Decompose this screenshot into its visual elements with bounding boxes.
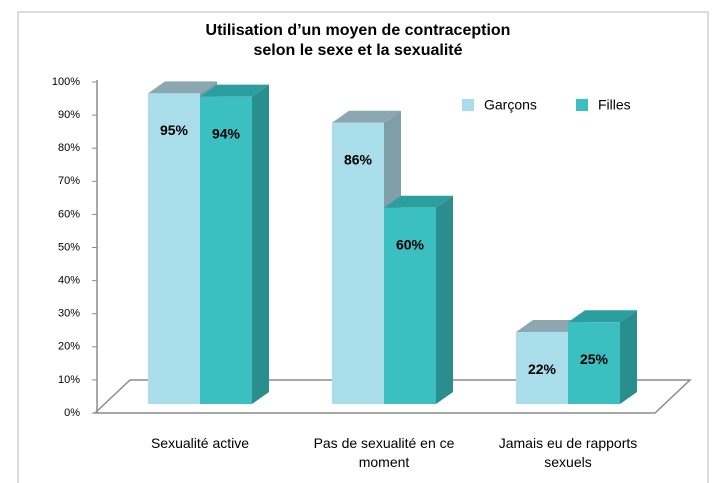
y-tick-label: 20% xyxy=(58,341,80,353)
value-label: 22% xyxy=(528,361,557,377)
bar-top xyxy=(332,110,401,123)
chart-title: selon le sexe et la sexualité xyxy=(253,42,462,59)
y-tick-label: 40% xyxy=(58,275,80,287)
y-tick-label: 90% xyxy=(58,109,80,121)
bar-top xyxy=(568,310,637,323)
y-tick-label: 0% xyxy=(64,407,80,419)
legend-label: Filles xyxy=(598,97,631,113)
chart-title: Utilisation d’un moyen de contraception xyxy=(206,22,511,39)
legend-swatch xyxy=(462,99,474,111)
value-label: 86% xyxy=(344,151,373,167)
bar xyxy=(332,122,384,404)
value-label: 60% xyxy=(396,237,425,253)
legend-label: Garçons xyxy=(484,97,537,113)
value-label: 95% xyxy=(160,122,189,138)
bar-side xyxy=(436,195,453,404)
y-tick-label: 70% xyxy=(58,175,80,187)
bar-top xyxy=(200,84,269,97)
y-tick-label: 60% xyxy=(58,208,80,220)
y-tick-label: 30% xyxy=(58,308,80,320)
x-tick-label: Sexualité active xyxy=(150,435,250,451)
bar xyxy=(516,332,568,404)
x-tick-label: Jamais eu de rapports sexuels xyxy=(498,435,638,470)
legend-swatch xyxy=(576,99,588,111)
bar xyxy=(200,96,252,405)
bar-side xyxy=(620,310,637,404)
y-tick-label: 10% xyxy=(58,374,80,386)
bar xyxy=(148,93,200,404)
value-label: 94% xyxy=(212,125,241,141)
y-tick-label: 80% xyxy=(58,142,80,154)
y-tick-label: 50% xyxy=(58,241,80,253)
bar xyxy=(384,207,436,404)
bar-top xyxy=(148,81,217,94)
bar-side xyxy=(252,84,269,405)
bar-top xyxy=(516,320,585,333)
bar-top xyxy=(384,195,453,208)
y-tick-label: 100% xyxy=(52,76,80,88)
x-tick-label: Pas de sexualité en ce moment xyxy=(313,435,455,470)
bar xyxy=(568,322,620,404)
value-label: 25% xyxy=(580,351,609,367)
